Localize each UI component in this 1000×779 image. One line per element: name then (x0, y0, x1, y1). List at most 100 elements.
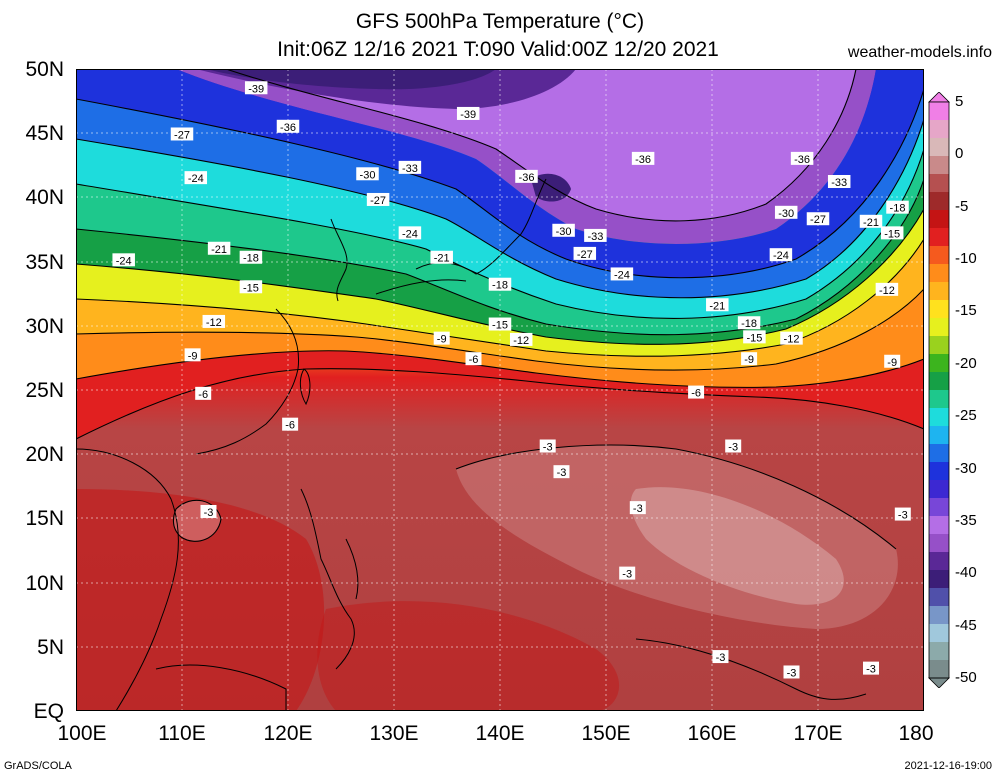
lat-tick-label: 25N (25, 379, 64, 402)
contour-label-box (774, 205, 798, 219)
colorbar-segment (929, 264, 949, 283)
contour-label-box (553, 465, 570, 479)
contour-label: -39 (248, 83, 264, 95)
contour-label: -12 (879, 285, 895, 297)
colorbar-bottom-arrow (928, 677, 950, 688)
grid-lines (76, 69, 924, 711)
contour-label: -3 (633, 503, 643, 515)
contour-label: -12 (784, 334, 800, 346)
colorbar-segment (929, 480, 949, 499)
contour-label-box (880, 226, 904, 240)
colorbar-tick-label: 0 (955, 145, 964, 163)
lon-tick-label: 150E (581, 722, 631, 745)
contour-label-box (743, 330, 766, 344)
contour-label: -27 (577, 249, 593, 261)
contour-label-box (200, 504, 217, 518)
colorbar-top-arrow (928, 92, 950, 103)
colorbar-segment (929, 318, 949, 337)
contour-label: -18 (243, 253, 259, 265)
contour-label: -15 (884, 228, 900, 240)
contour-label-box (170, 127, 194, 141)
contour-label-box (610, 267, 634, 281)
colorbar-tick-label: 5 (955, 93, 964, 110)
contour-label: -30 (556, 226, 572, 238)
colorbar-segment (929, 516, 949, 535)
contour-label-box (488, 317, 512, 331)
lon-tick-label: 110E (158, 722, 206, 745)
contour-label-box (282, 417, 299, 431)
lat-tick-label: 45N (25, 122, 64, 146)
contour-label: -30 (360, 169, 376, 181)
contour-label: -15 (243, 282, 259, 294)
generation-timestamp: 2021-12-16-19:00 (904, 760, 992, 772)
colorbar-segment (929, 534, 949, 553)
contour-label: -3 (557, 467, 567, 479)
contour-label: -27 (810, 214, 826, 226)
contour-label: -6 (285, 420, 295, 432)
contour-label-box (688, 385, 705, 399)
contour-label-box (465, 352, 482, 366)
contour-label: -6 (198, 389, 208, 401)
colorbar-segment (929, 228, 949, 247)
contour-label: -6 (469, 354, 479, 366)
contour-label-box (112, 253, 135, 267)
contour-label-box (515, 169, 538, 183)
lat-tick-label: 50N (25, 58, 64, 81)
contour-label-box (769, 248, 793, 262)
contour-label: -6 (691, 388, 701, 400)
colorbar-segment (929, 102, 949, 121)
contour-label: -36 (794, 154, 810, 166)
colorbar-segment (929, 354, 949, 373)
map-title: GFS 500hPa Temperature (°C) (355, 10, 645, 33)
contour-label-box (239, 280, 263, 294)
colorbar-tick-label: -10 (955, 250, 977, 268)
contour-label: -27 (174, 129, 190, 141)
contour-label-box (433, 331, 450, 345)
coastlines (76, 178, 867, 711)
colorbar-segment (929, 192, 949, 211)
lon-tick-label: 180 (898, 722, 934, 745)
lat-tick-label: 5N (37, 635, 64, 659)
colorbar-tick-label: -45 (955, 616, 977, 634)
contour-label: -36 (280, 122, 296, 134)
colorbar-segment (929, 282, 949, 301)
contour-label-box (356, 167, 379, 181)
colorbar-segment (929, 642, 949, 661)
contour-label-box (629, 501, 646, 515)
contour-label: -15 (746, 332, 762, 344)
lat-tick-label: 15N (25, 507, 64, 531)
colorbar-segment (929, 300, 949, 319)
lat-tick-label: 10N (25, 571, 64, 595)
lat-tick-label: 35N (25, 250, 64, 274)
lat-tick-label: 40N (25, 186, 64, 210)
colorbar-tick-label: -50 (955, 669, 977, 686)
colorbar-segment (929, 660, 949, 679)
lon-tick-label: 120E (263, 722, 313, 745)
contour-label: -24 (773, 250, 789, 262)
lat-tick-label: 20N (25, 443, 64, 467)
colorbar-tick-label: -35 (955, 511, 977, 529)
contour-label: -21 (211, 244, 227, 256)
contour-label: -3 (866, 664, 876, 676)
map-canvas: -39-39-36-27-30-33-36-36 -36-33-24-27-30-… (76, 69, 924, 711)
contour-label-box (706, 298, 729, 312)
contour-label: -3 (543, 441, 553, 453)
colorbar (928, 92, 950, 688)
contour-label-box (806, 212, 830, 226)
contour-label-box (239, 250, 263, 264)
software-credit: GrADS/COLA (4, 760, 72, 772)
contour-label: -3 (898, 510, 908, 522)
contour-label: -9 (188, 350, 198, 362)
lat-tick-label: 30N (25, 314, 64, 338)
colorbar-tick-label: -5 (955, 197, 969, 215)
colorbar-segment (929, 156, 949, 175)
colorbar-segment (929, 426, 949, 445)
contour-label-box (737, 316, 761, 330)
contour-label-box (184, 348, 201, 362)
contour-label-box (712, 650, 729, 664)
contour-label: -33 (831, 177, 847, 189)
contour-label: -9 (437, 334, 447, 346)
colorbar-segment (929, 444, 949, 463)
contour-label-box (827, 174, 851, 188)
colorbar-tick-label: -30 (955, 459, 977, 477)
